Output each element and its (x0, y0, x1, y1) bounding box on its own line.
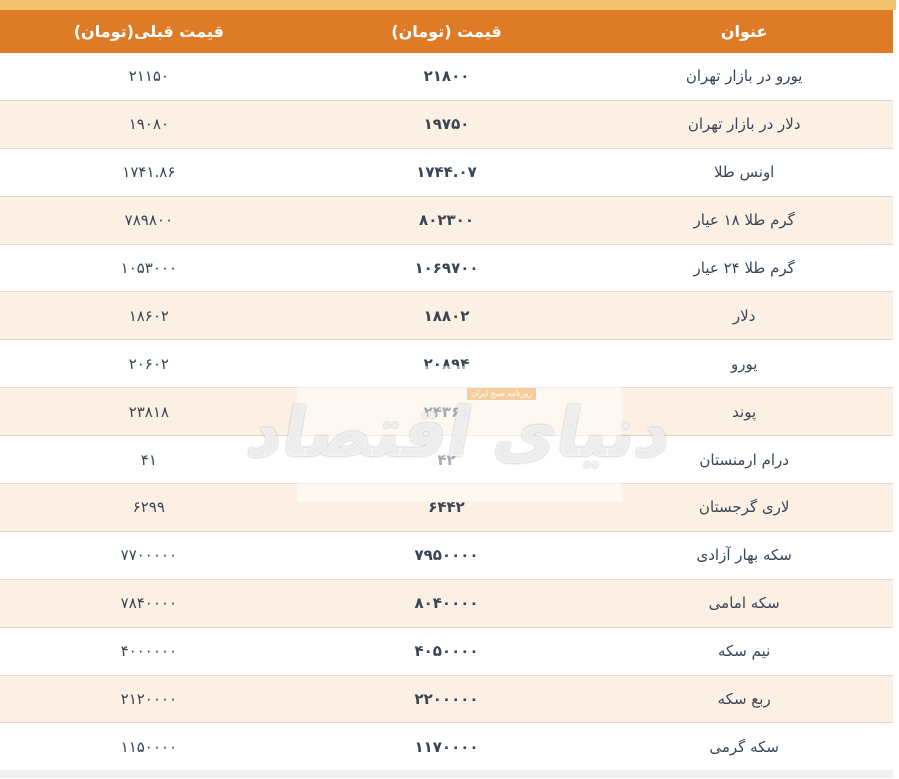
title-cell: یورو (595, 339, 893, 388)
prev-price-cell: ۲۱۲۰۰۰۰ (0, 674, 298, 723)
price-cell: ۱۸۸۰۲ (297, 291, 596, 340)
table-row: پوند ۲۴۳۶۱ ۲۳۸۱۸ (0, 387, 893, 436)
price-table: عنوان قیمت (تومان) قیمت قبلی(تومان) یورو… (0, 10, 893, 771)
table-row: دلار در بازار تهران ۱۹۷۵۰ ۱۹۰۸۰ (0, 99, 893, 149)
price-table-head: عنوان قیمت (تومان) قیمت قبلی(تومان) (0, 10, 893, 53)
title-cell: گرم طلا ۱۸ عیار (595, 195, 893, 245)
title-cell: یورو در بازار تهران (595, 53, 893, 101)
table-row: نیم سکه ۴۰۵۰۰۰۰ ۴۰۰۰۰۰۰ (0, 626, 893, 676)
price-cell: ۶۴۴۲ (297, 483, 596, 532)
title-cell: ربع سکه (595, 674, 893, 723)
table-row: دلار ۱۸۸۰۲ ۱۸۶۰۲ (0, 291, 893, 340)
price-table-container: عنوان قیمت (تومان) قیمت قبلی(تومان) یورو… (0, 10, 893, 771)
title-cell: سکه امامی (595, 578, 893, 628)
price-cell: ۱۱۷۰۰۰۰ (297, 722, 596, 771)
title-cell: دلار (595, 291, 893, 340)
top-accent-strip (0, 0, 896, 10)
prev-price-cell: ۷۸۹۸۰۰ (0, 195, 298, 245)
price-cell: ۷۹۵۰۰۰۰ (297, 530, 596, 580)
price-cell: ۲۴۳۶۱ (297, 387, 596, 436)
price-cell: ۱۰۶۹۷۰۰ (297, 243, 596, 292)
prev-price-cell: ۲۰۶۰۲ (0, 339, 298, 388)
table-row: لاری گرجستان ۶۴۴۲ ۶۲۹۹ (0, 483, 893, 532)
table-row: ربع سکه ۲۲۰۰۰۰۰ ۲۱۲۰۰۰۰ (0, 674, 893, 723)
title-cell: درام ارمنستان (595, 435, 893, 484)
table-row: اونس طلا ۱۷۴۴.۰۷ ۱۷۴۱.۸۶ (0, 147, 893, 197)
table-row: یورو در بازار تهران ۲۱۸۰۰ ۲۱۱۵۰ (0, 53, 893, 101)
prev-price-cell: ۱۱۵۰۰۰۰ (0, 722, 298, 771)
table-row: درام ارمنستان ۴۲ ۴۱ (0, 435, 893, 484)
prev-price-cell: ۷۷۰۰۰۰۰ (0, 530, 298, 580)
price-table-body: یورو در بازار تهران ۲۱۸۰۰ ۲۱۱۵۰ دلار در … (0, 53, 893, 771)
price-cell: ۱۹۷۵۰ (297, 99, 596, 149)
table-row: سکه امامی ۸۰۴۰۰۰۰ ۷۸۴۰۰۰۰ (0, 578, 893, 628)
table-row: سکه گرمی ۱۱۷۰۰۰۰ ۱۱۵۰۰۰۰ (0, 722, 893, 771)
title-cell: لاری گرجستان (595, 483, 893, 532)
price-cell: ۲۲۰۰۰۰۰ (297, 674, 596, 723)
prev-price-cell: ۱۹۰۸۰ (0, 99, 298, 149)
price-cell: ۸۰۲۳۰۰ (297, 195, 596, 245)
prev-price-cell: ۲۳۸۱۸ (0, 387, 298, 436)
prev-price-cell: ۴۱ (0, 435, 298, 484)
bottom-strip (0, 770, 893, 779)
title-cell: اونس طلا (595, 147, 893, 197)
price-cell: ۸۰۴۰۰۰۰ (297, 578, 596, 628)
prev-price-cell: ۱۷۴۱.۸۶ (0, 147, 298, 197)
table-row: سکه بهار آزادی ۷۹۵۰۰۰۰ ۷۷۰۰۰۰۰ (0, 530, 893, 580)
header-prev-price: قیمت قبلی(تومان) (0, 10, 298, 53)
header-title: عنوان (595, 10, 893, 53)
table-row: گرم طلا ۲۴ عیار ۱۰۶۹۷۰۰ ۱۰۵۳۰۰۰ (0, 243, 893, 292)
prev-price-cell: ۷۸۴۰۰۰۰ (0, 578, 298, 628)
prev-price-cell: ۲۱۱۵۰ (0, 53, 298, 101)
price-cell: ۲۱۸۰۰ (297, 53, 596, 101)
prev-price-cell: ۶۲۹۹ (0, 483, 298, 532)
price-cell: ۱۷۴۴.۰۷ (297, 147, 596, 197)
table-row: یورو ۲۰۸۹۴ ۲۰۶۰۲ (0, 339, 893, 388)
prev-price-cell: ۱۸۶۰۲ (0, 291, 298, 340)
title-cell: نیم سکه (595, 626, 893, 676)
prev-price-cell: ۱۰۵۳۰۰۰ (0, 243, 298, 292)
title-cell: سکه گرمی (595, 722, 893, 771)
price-cell: ۲۰۸۹۴ (297, 339, 596, 388)
price-cell: ۴۰۵۰۰۰۰ (297, 626, 596, 676)
title-cell: دلار در بازار تهران (595, 99, 893, 149)
title-cell: سکه بهار آزادی (595, 530, 893, 580)
table-header-row: عنوان قیمت (تومان) قیمت قبلی(تومان) (0, 10, 893, 53)
table-row: گرم طلا ۱۸ عیار ۸۰۲۳۰۰ ۷۸۹۸۰۰ (0, 195, 893, 245)
price-cell: ۴۲ (297, 435, 596, 484)
title-cell: پوند (595, 387, 893, 436)
header-price: قیمت (تومان) (297, 10, 596, 53)
prev-price-cell: ۴۰۰۰۰۰۰ (0, 626, 298, 676)
title-cell: گرم طلا ۲۴ عیار (595, 243, 893, 292)
